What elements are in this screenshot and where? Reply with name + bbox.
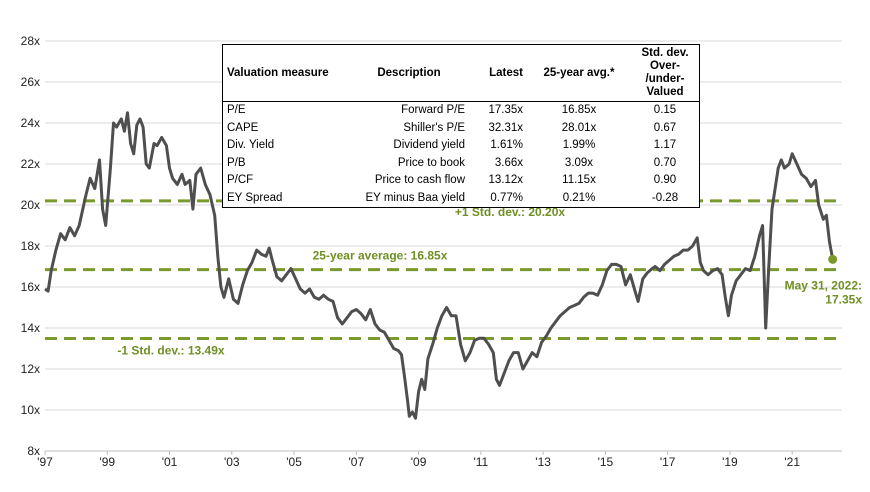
header-std-dev-line2: /under-Valued — [645, 73, 685, 98]
header-valuation-measure: Valuation measure — [223, 45, 349, 102]
y-axis-ticks: 8x 10x 12x 14x 16x 18x 20x 22x 24x 26x 28x — [21, 34, 40, 458]
valuation-row: CAPE Shiller's P/E 32.31x 28.01x 0.67 — [223, 120, 699, 138]
cell-25yr-avg: 1.99% — [562, 139, 596, 151]
y-tick-label: 26x — [21, 75, 40, 89]
x-tick-label: '17 — [660, 455, 676, 469]
cell-measure: EY Spread — [227, 191, 283, 204]
x-axis-ticks: '97 '99 '01 '03 '05 '07 '09 '11 '13 '15 '17 '19 '21 — [37, 450, 842, 469]
valuation-row: EY Spread EY minus Baa yield 0.77% 0.21% -0.… — [223, 190, 699, 208]
cell-25yr-avg: 0.21% — [562, 191, 596, 204]
cell-25yr-avg: 3.09x — [564, 156, 594, 169]
reference-line-label: -1 Std. dev.: 13.49x — [117, 343, 224, 357]
header-latest: Latest — [469, 45, 527, 102]
reference-line-label: +1 Std. dev.: 20.20x — [455, 205, 565, 219]
x-tick-label: '13 — [535, 455, 551, 469]
cell-std-dev: 0.15 — [653, 104, 677, 116]
valuation-table-body: P/E Forward P/E 17.35x 16.85x 0.15 CAPE Shille… — [223, 102, 699, 208]
y-tick-label: 24x — [21, 116, 40, 130]
x-tick-label: '97 — [37, 455, 53, 469]
cell-description: Forward P/E — [401, 104, 465, 116]
cell-description: Shiller's P/E — [403, 121, 465, 134]
cell-std-dev: 0.70 — [653, 156, 677, 169]
x-tick-label: '99 — [99, 455, 115, 469]
x-tick-label: '05 — [286, 455, 302, 469]
valuation-row: Div. Yield Dividend yield 1.61% 1.99% 1.17 — [223, 137, 699, 155]
valuation-row: P/E Forward P/E 17.35x 16.85x 0.15 — [223, 102, 699, 120]
y-tick-label: 14x — [21, 321, 40, 335]
cell-description: Price to cash flow — [374, 174, 465, 186]
cell-latest: 32.31x — [488, 121, 523, 134]
cell-description: Price to book — [397, 156, 465, 169]
x-tick-label: '07 — [349, 455, 365, 469]
y-tick-label: 20x — [21, 198, 40, 212]
valuation-table-header: Valuation measure Description Latest 25-… — [223, 45, 699, 102]
valuation-row: P/CF Price to cash flow 13.12x 11.15x 0.90 — [223, 172, 699, 190]
end-point-label-date: May 31, 2022: — [785, 278, 862, 292]
end-point-annotation: May 31, 2022:17.35x — [785, 254, 862, 306]
header-std-dev-line1: Std. dev. Over- — [641, 47, 689, 72]
cell-std-dev: 1.17 — [653, 139, 677, 151]
cell-25yr-avg: 11.15x — [562, 174, 596, 186]
cell-latest: 3.66x — [494, 156, 523, 169]
cell-latest: 17.35x — [488, 104, 523, 116]
x-tick-label: '21 — [784, 455, 800, 469]
cell-25yr-avg: 16.85x — [561, 104, 597, 116]
series-layer — [44, 111, 835, 420]
y-tick-label: 22x — [21, 157, 40, 171]
valuation-table: Valuation measure Description Latest 25-… — [222, 44, 700, 208]
cell-measure: P/B — [227, 156, 246, 169]
cell-measure: P/CF — [227, 174, 254, 186]
x-tick-label: '15 — [598, 455, 614, 469]
x-tick-label: '03 — [224, 455, 240, 469]
y-tick-label: 18x — [21, 239, 40, 253]
y-tick-label: 10x — [21, 403, 40, 417]
header-std-dev: Std. dev. Over-/under-Valued — [631, 45, 699, 102]
cell-std-dev: -0.28 — [651, 191, 679, 204]
cell-std-dev: 0.67 — [653, 121, 677, 134]
valuation-row: P/B Price to book 3.66x 3.09x 0.70 — [223, 155, 699, 173]
header-25yr-avg: 25-year avg.* — [527, 45, 631, 102]
cell-description: EY minus Baa yield — [365, 191, 465, 204]
y-tick-label: 8x — [27, 444, 40, 458]
reference-lines: +1 Std. dev.: 20.20x 25-year average: 16.… — [45, 199, 842, 357]
header-description: Description — [349, 45, 469, 102]
x-tick-label: '19 — [722, 455, 738, 469]
reference-line-label: 25-year average: 16.85x — [313, 249, 448, 263]
cell-latest: 13.12x — [488, 174, 523, 186]
x-tick-label: '01 — [162, 455, 178, 469]
cell-25yr-avg: 28.01x — [561, 121, 597, 134]
series-line-forward-pe — [44, 111, 835, 420]
y-tick-label: 12x — [21, 362, 40, 376]
end-point-marker — [828, 254, 838, 264]
cell-std-dev: 0.90 — [653, 174, 677, 186]
x-tick-label: '09 — [411, 455, 427, 469]
end-point-label-value: 17.35x — [825, 292, 862, 306]
cell-measure: P/E — [227, 104, 246, 116]
cell-measure: Div. Yield — [227, 139, 275, 151]
y-tick-label: 16x — [21, 280, 40, 294]
cell-latest: 0.77% — [490, 191, 523, 204]
y-tick-label: 28x — [21, 34, 40, 48]
cell-latest: 1.61% — [490, 139, 523, 151]
x-tick-label: '11 — [473, 455, 488, 469]
cell-measure: CAPE — [227, 121, 259, 134]
cell-description: Dividend yield — [393, 139, 465, 151]
